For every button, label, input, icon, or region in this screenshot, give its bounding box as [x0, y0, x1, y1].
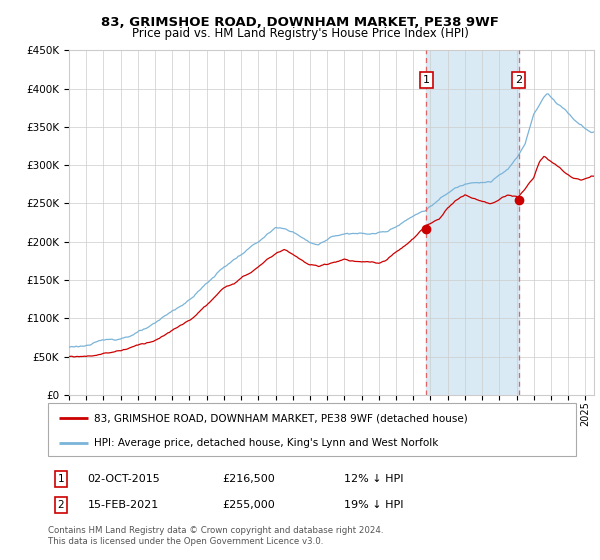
Text: 19% ↓ HPI: 19% ↓ HPI [344, 500, 403, 510]
Text: Contains HM Land Registry data © Crown copyright and database right 2024.: Contains HM Land Registry data © Crown c… [48, 526, 383, 535]
Text: HPI: Average price, detached house, King's Lynn and West Norfolk: HPI: Average price, detached house, King… [94, 438, 439, 448]
FancyBboxPatch shape [48, 403, 576, 456]
Text: 15-FEB-2021: 15-FEB-2021 [88, 500, 159, 510]
Text: 83, GRIMSHOE ROAD, DOWNHAM MARKET, PE38 9WF (detached house): 83, GRIMSHOE ROAD, DOWNHAM MARKET, PE38 … [94, 413, 468, 423]
Text: 83, GRIMSHOE ROAD, DOWNHAM MARKET, PE38 9WF: 83, GRIMSHOE ROAD, DOWNHAM MARKET, PE38 … [101, 16, 499, 29]
Text: 1: 1 [422, 74, 430, 85]
Text: 2: 2 [58, 500, 64, 510]
Text: This data is licensed under the Open Government Licence v3.0.: This data is licensed under the Open Gov… [48, 536, 323, 546]
Text: £216,500: £216,500 [222, 474, 275, 484]
Text: £255,000: £255,000 [222, 500, 275, 510]
Text: 02-OCT-2015: 02-OCT-2015 [88, 474, 160, 484]
Text: 2: 2 [515, 74, 522, 85]
Bar [426, 50, 518, 395]
Text: 12% ↓ HPI: 12% ↓ HPI [344, 474, 403, 484]
Text: Price paid vs. HM Land Registry's House Price Index (HPI): Price paid vs. HM Land Registry's House … [131, 27, 469, 40]
Text: 1: 1 [58, 474, 64, 484]
